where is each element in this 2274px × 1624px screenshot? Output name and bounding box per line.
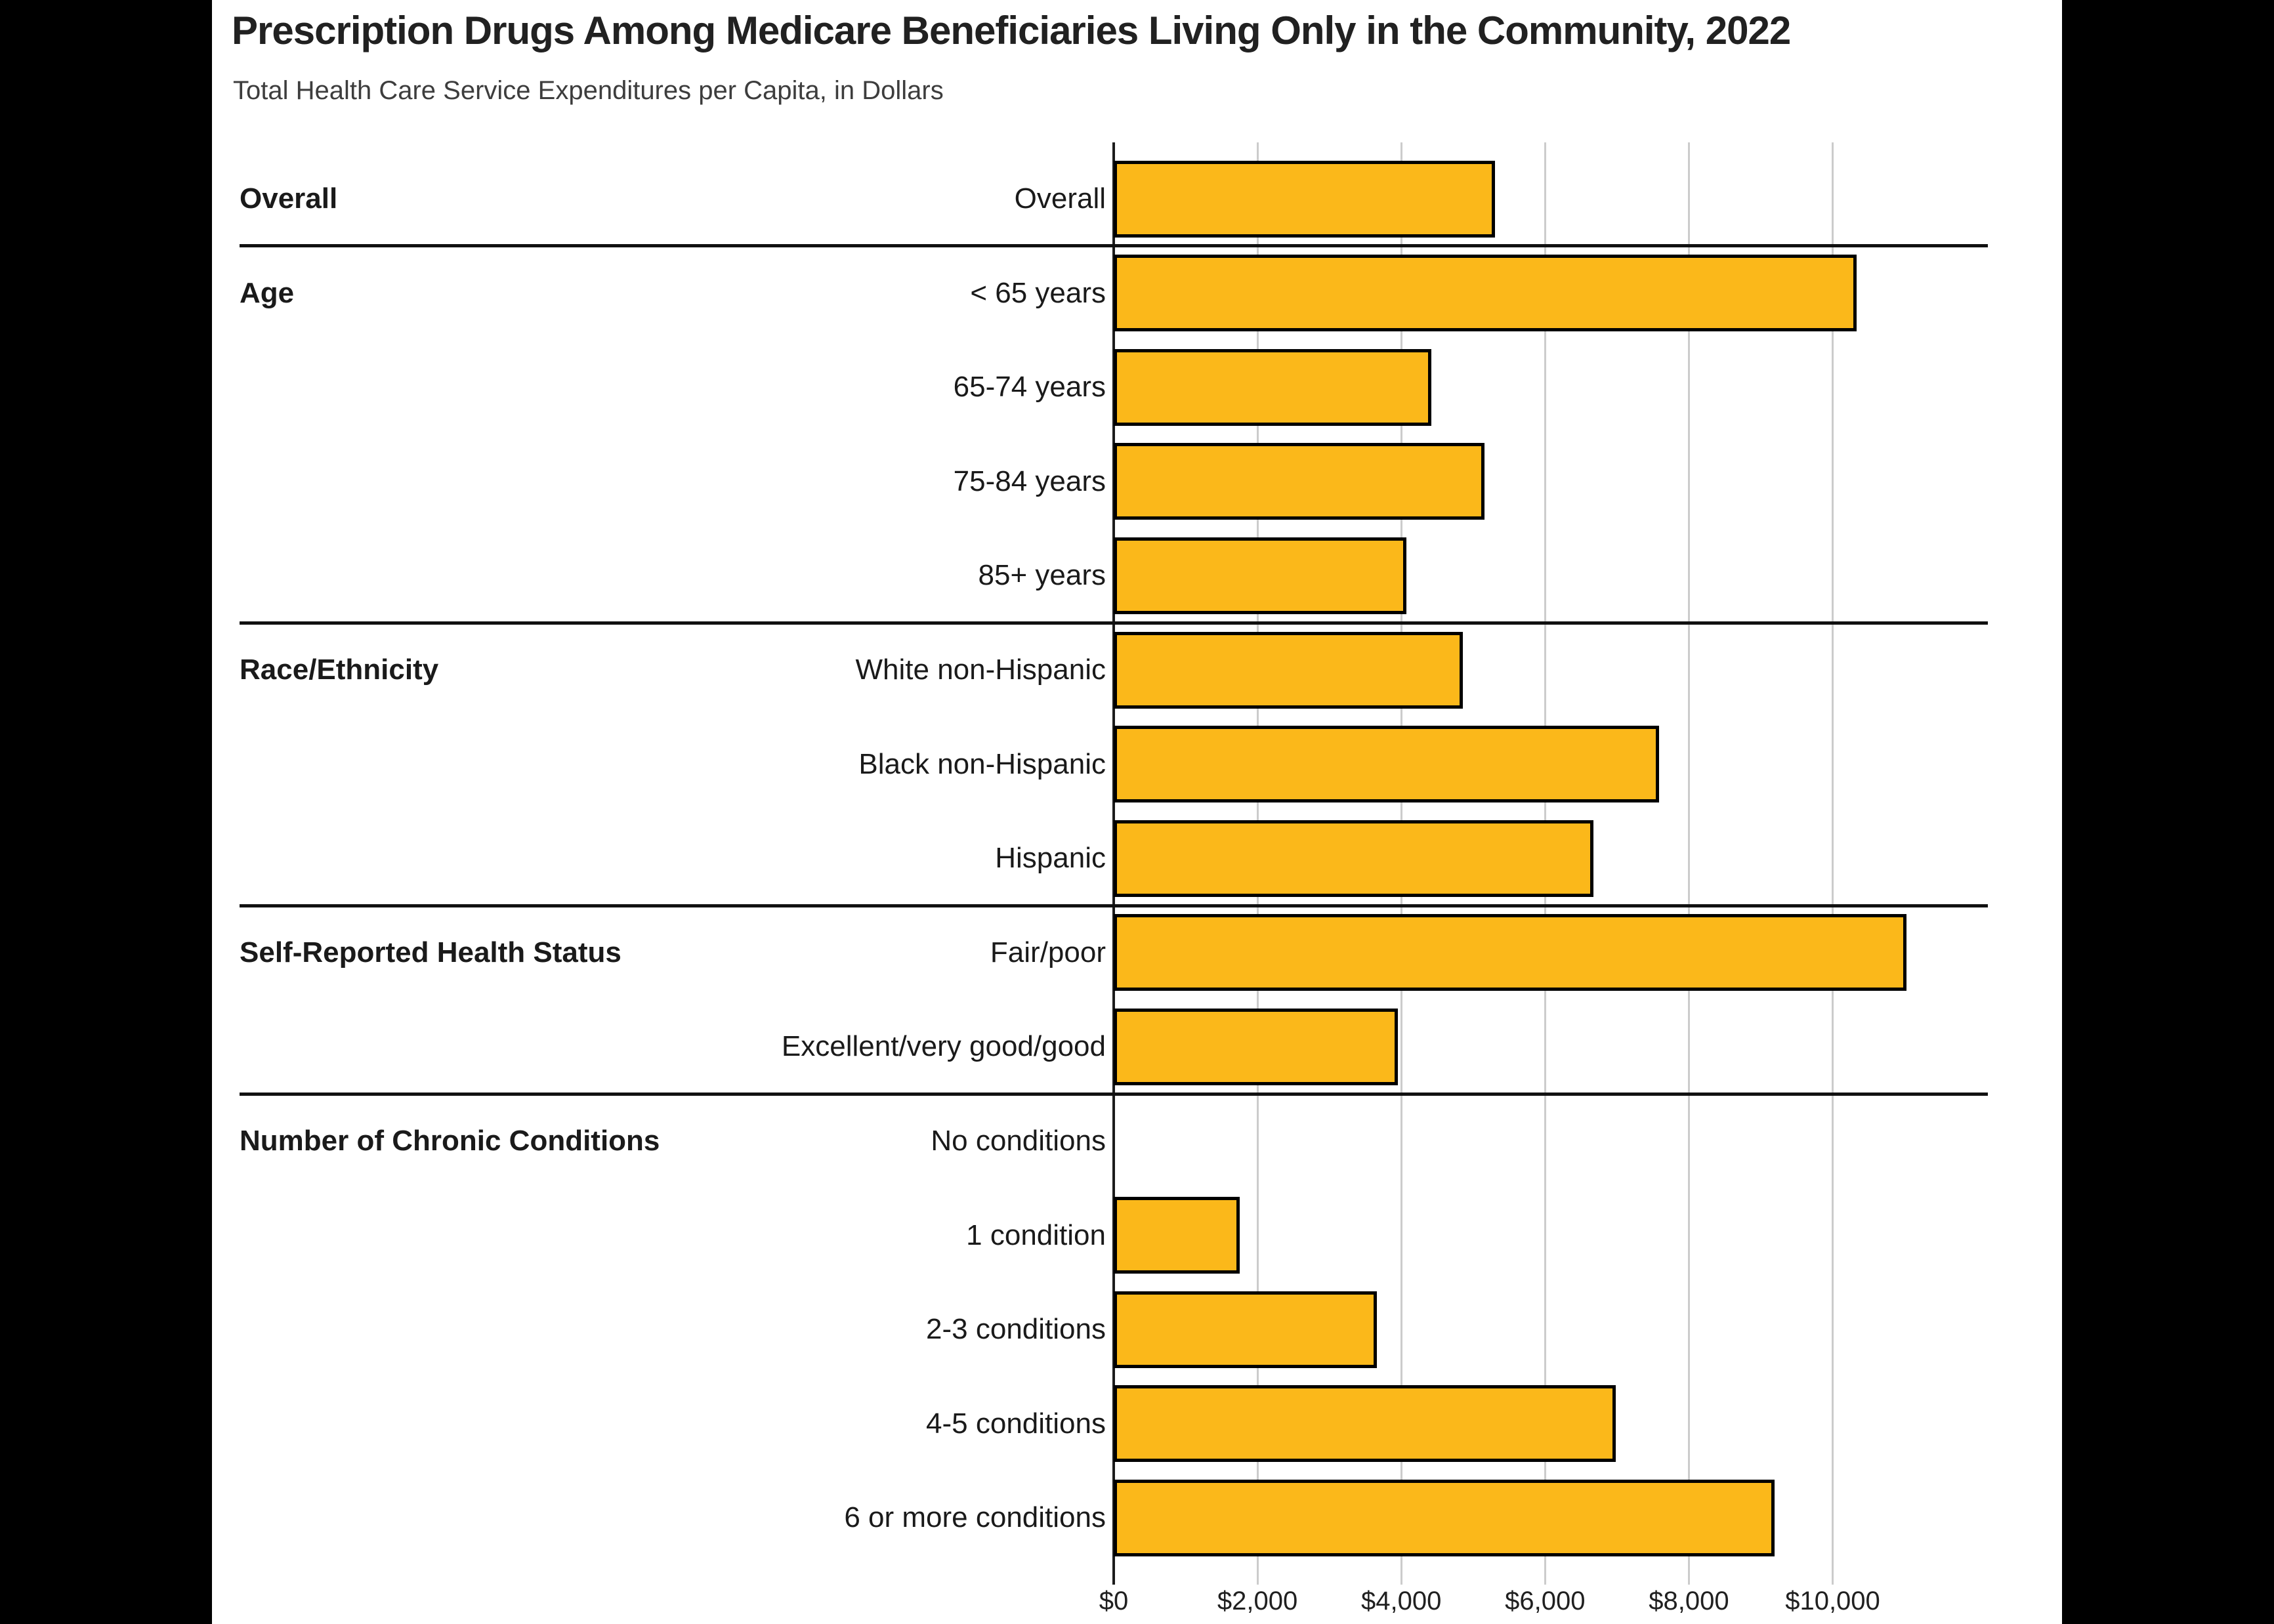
bar-label: Excellent/very good/good — [781, 1030, 1106, 1063]
bar-label: No conditions — [931, 1125, 1106, 1157]
chart-subtitle: Total Health Care Service Expenditures p… — [233, 76, 944, 105]
group-separator-line — [240, 904, 1988, 907]
group-label: Number of Chronic Conditions — [240, 1125, 660, 1157]
group-separator-line — [240, 1092, 1988, 1096]
x-tick-label: $8,000 — [1649, 1587, 1729, 1615]
bar-label: 6 or more conditions — [844, 1501, 1106, 1534]
bar-label: 75-84 years — [953, 465, 1106, 497]
bar — [1114, 1197, 1240, 1274]
bar — [1114, 537, 1406, 614]
x-tick-label: $0 — [1099, 1587, 1129, 1615]
x-gridline — [1687, 142, 1690, 1585]
x-tick-label: $2,000 — [1217, 1587, 1298, 1615]
x-tick-label: $4,000 — [1361, 1587, 1442, 1615]
group-label: Age — [240, 276, 295, 309]
bar-label: Hispanic — [995, 842, 1106, 875]
group-separator-line — [240, 244, 1988, 248]
chart-panel: Prescription Drugs Among Medicare Benefi… — [212, 0, 2062, 1624]
bar-label: White non-Hispanic — [855, 654, 1106, 686]
group-label: Self-Reported Health Status — [240, 936, 621, 968]
bar — [1114, 1479, 1775, 1556]
group-label: Overall — [240, 182, 338, 215]
x-gridline — [1832, 142, 1834, 1585]
group-label: Race/Ethnicity — [240, 654, 439, 686]
bar-label: 4-5 conditions — [926, 1407, 1106, 1440]
bar — [1114, 348, 1432, 426]
bar — [1114, 726, 1660, 803]
bar-label: 85+ years — [978, 559, 1106, 592]
bar — [1114, 1385, 1616, 1463]
bar — [1114, 914, 1907, 991]
bar-label: 1 condition — [966, 1218, 1106, 1251]
bar — [1114, 631, 1463, 709]
chart-title: Prescription Drugs Among Medicare Benefi… — [232, 9, 1791, 52]
x-tick-label: $6,000 — [1505, 1587, 1586, 1615]
bar-label: Black non-Hispanic — [858, 747, 1106, 780]
bar — [1114, 820, 1593, 897]
bar-label: 65-74 years — [953, 371, 1106, 404]
bar-label: < 65 years — [970, 276, 1106, 309]
bar-label: 2-3 conditions — [926, 1313, 1106, 1346]
bar — [1114, 443, 1485, 520]
bar — [1114, 1291, 1377, 1368]
group-separator-line — [240, 621, 1988, 625]
x-tick-label: $10,000 — [1785, 1587, 1880, 1615]
bar — [1114, 160, 1495, 238]
bar-label: Fair/poor — [990, 936, 1106, 968]
bar — [1114, 1008, 1398, 1085]
bar-label: Overall — [1014, 182, 1106, 215]
bar — [1114, 255, 1857, 332]
